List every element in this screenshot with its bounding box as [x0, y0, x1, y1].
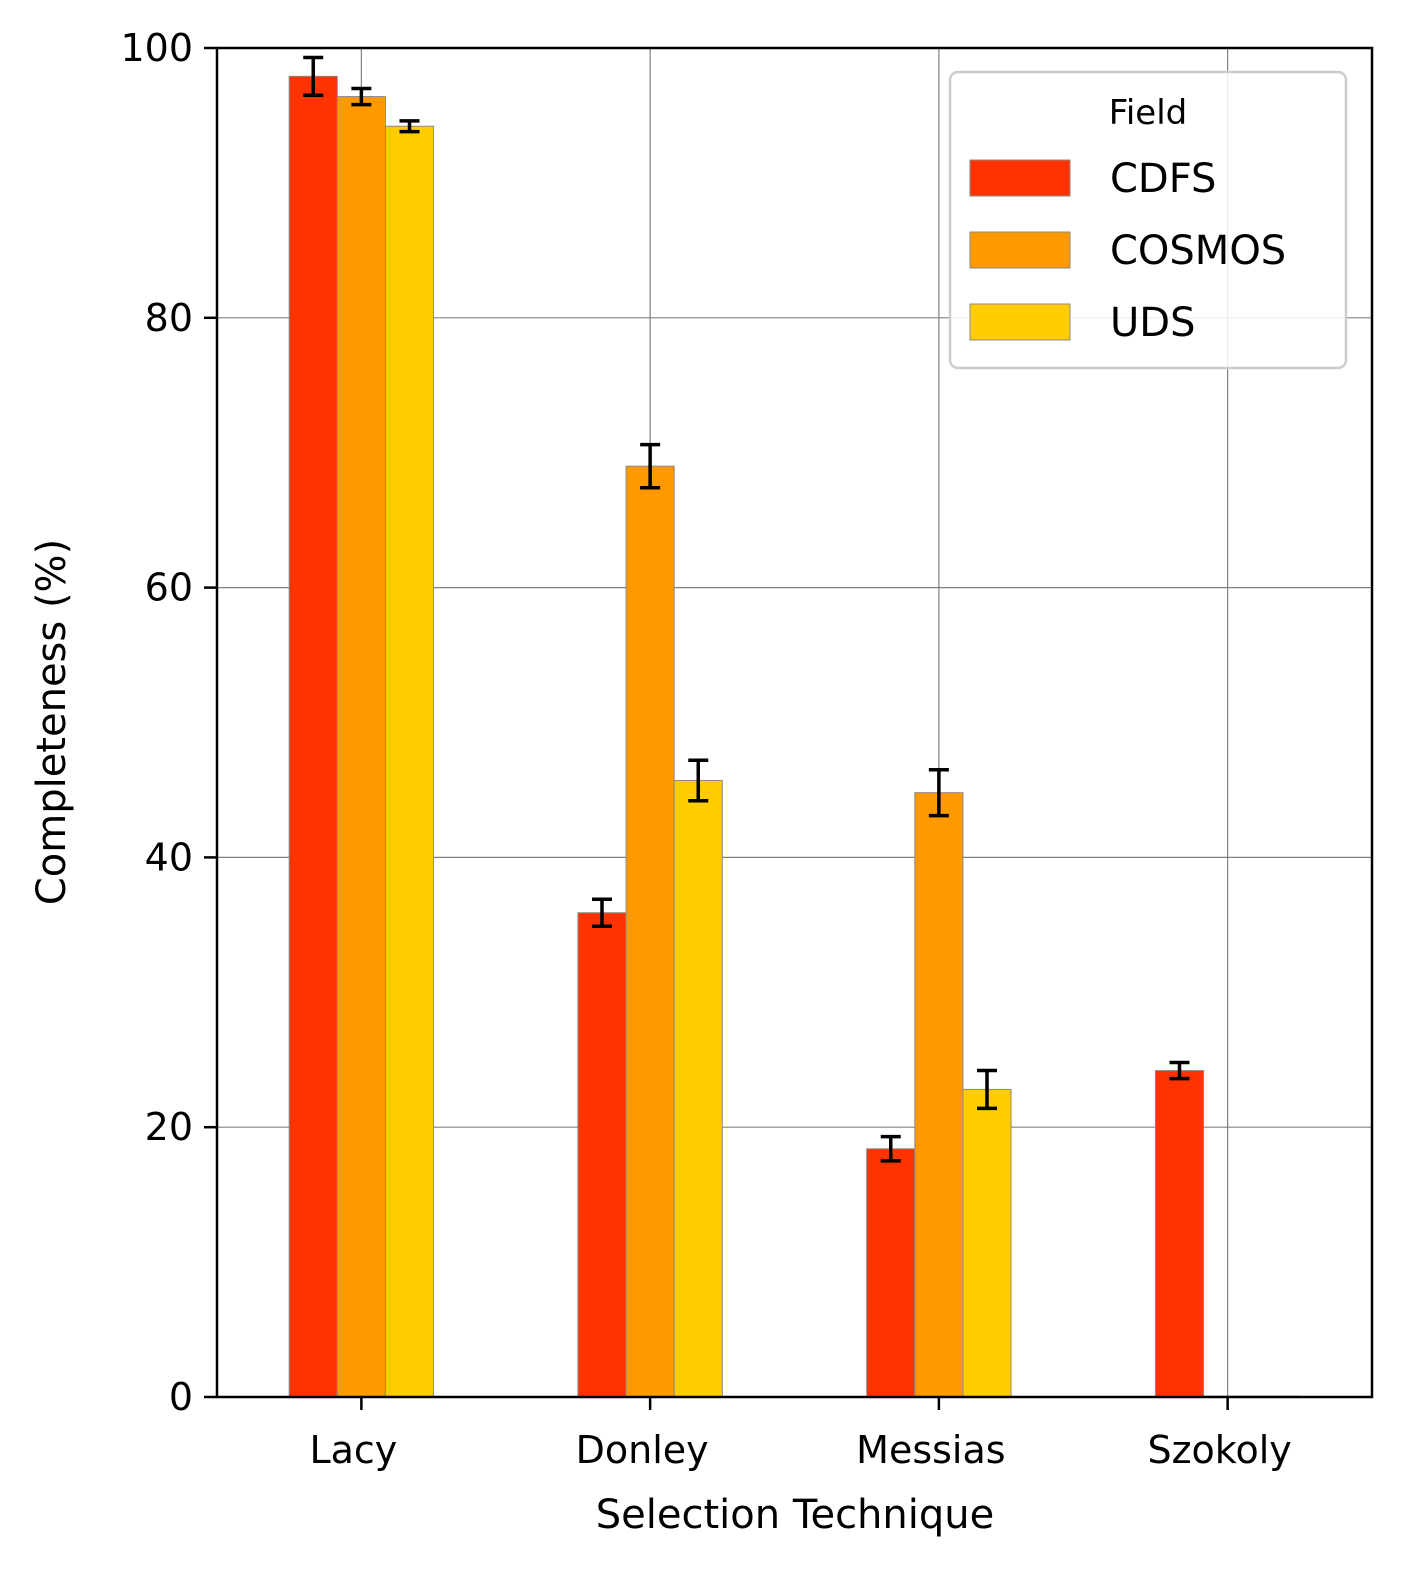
error-bar-cdfs-lacy: [303, 55, 324, 97]
x-tick-label: Messias: [856, 1428, 1005, 1472]
bars: [288, 75, 1301, 1398]
bar-uds-donley: [673, 780, 723, 1398]
legend-label: COSMOS: [1110, 228, 1286, 274]
bar-cosmos-donley: [625, 465, 675, 1398]
error-bar-uds-lacy: [399, 119, 420, 134]
error-bar-cosmos-messias: [928, 767, 949, 818]
x-axis-ticks: Lacy Donley Messias Szokoly: [309, 1397, 1292, 1472]
legend-box: [948, 70, 1348, 370]
y-tick-label: 0: [169, 1375, 193, 1419]
y-axis-label: Completeness (%): [29, 539, 75, 905]
error-bar-cdfs-messias: [880, 1134, 901, 1163]
bar-cdfs-donley: [577, 912, 627, 1398]
legend-item-uds: UDS: [969, 300, 1195, 346]
y-tick-label: 40: [145, 835, 193, 879]
bar-cdfs-lacy: [288, 75, 338, 1398]
bar-cosmos-lacy: [336, 96, 386, 1398]
y-tick-label: 80: [145, 296, 193, 340]
error-bar-cosmos-donley: [640, 442, 661, 490]
error-bar-cdfs-szokoly: [1169, 1060, 1190, 1081]
error-bar-cosmos-lacy: [351, 86, 372, 107]
legend-label: UDS: [1110, 300, 1195, 346]
y-tick-label: 20: [145, 1105, 193, 1149]
error-bar-cdfs-donley: [592, 897, 612, 928]
y-axis-ticks: 0 20 40 60 80 100: [120, 26, 217, 1419]
bar-cosmos-messias: [914, 792, 964, 1398]
error-bar-uds-messias: [977, 1068, 997, 1111]
x-axis-label: Selection Technique: [596, 1492, 994, 1538]
y-tick-label: 60: [145, 566, 193, 610]
x-tick-label: Donley: [576, 1428, 709, 1472]
legend-label: CDFS: [1110, 156, 1216, 202]
legend-item-cosmos: COSMOS: [969, 228, 1286, 274]
bar-cdfs-szokoly: [1154, 1070, 1205, 1398]
legend-item-cdfs: CDFS: [969, 156, 1216, 202]
legend-title: Field: [1109, 93, 1187, 133]
bar-cdfs-messias: [866, 1148, 916, 1398]
legend-swatch: [969, 231, 1071, 269]
error-bar-uds-donley: [688, 758, 709, 803]
legend: Field CDFS COSMOS UDS: [948, 70, 1348, 370]
error-bars: [303, 55, 1190, 1163]
legend-items: CDFS COSMOS UDS: [969, 156, 1286, 346]
legend-swatch: [969, 159, 1071, 197]
bar-uds-messias: [962, 1088, 1012, 1398]
y-tick-label: 100: [120, 26, 193, 70]
x-tick-label: Szokoly: [1147, 1428, 1291, 1472]
plot-frame: [215, 46, 1374, 1399]
bar-uds-lacy: [384, 125, 435, 1398]
x-tick-label: Lacy: [309, 1428, 397, 1472]
legend-swatch: [969, 303, 1071, 341]
